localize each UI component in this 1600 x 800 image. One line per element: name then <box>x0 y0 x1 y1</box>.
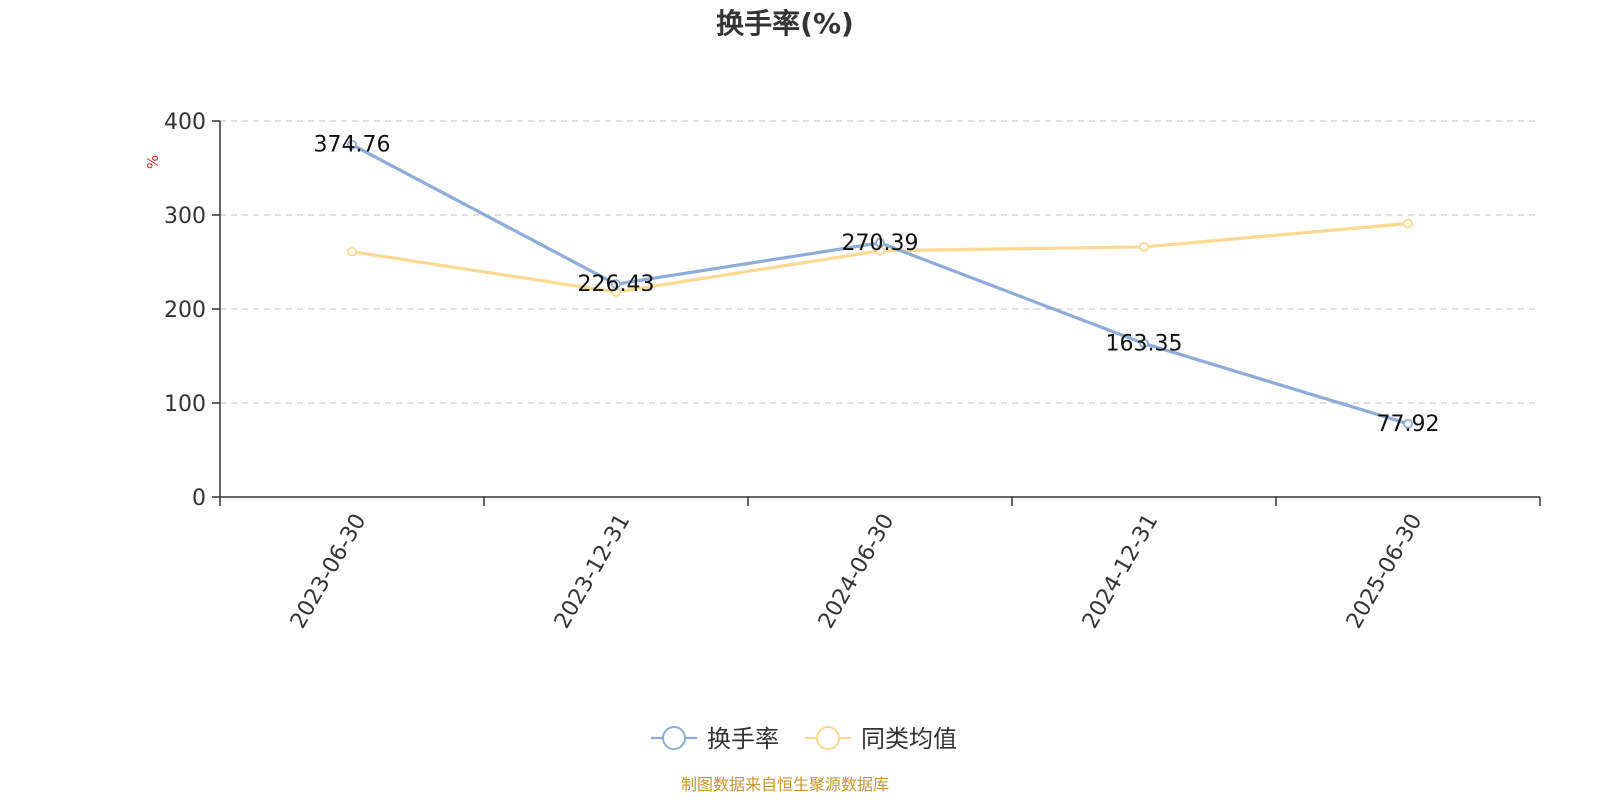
grid-lines <box>220 120 1540 404</box>
legend-item[interactable]: 同类均值 <box>805 725 957 753</box>
y-tick-label: 0 <box>192 486 206 511</box>
y-axis-unit-label: % <box>144 155 162 169</box>
series-point <box>1403 218 1413 229</box>
data-label: 226.43 <box>578 272 655 297</box>
x-tick-label: 2024-12-31 <box>1078 510 1164 633</box>
data-label: 374.76 <box>314 133 391 158</box>
data-label: 163.35 <box>1106 331 1183 356</box>
y-tick-label: 300 <box>164 204 206 229</box>
legend-label: 同类均值 <box>861 725 957 753</box>
legend-label: 换手率 <box>707 725 779 753</box>
y-tick-label: 400 <box>164 110 206 135</box>
x-tick-label: 2024-06-30 <box>814 510 900 633</box>
series-lines <box>347 139 1413 429</box>
series-point <box>1139 338 1149 349</box>
data-source-note: 制图数据来自恒生聚源数据库 <box>681 775 889 794</box>
series-point <box>347 246 357 257</box>
y-tick-label: 200 <box>164 298 206 323</box>
data-labels: 374.76 226.43 270.39 163.35 77.92 <box>314 133 1440 437</box>
series-line <box>351 143 1409 426</box>
series-point <box>1139 242 1149 252</box>
x-tick-label: 2025-06-30 <box>1342 510 1428 633</box>
series-point <box>1403 418 1413 429</box>
x-tick-label: 2023-12-31 <box>550 510 636 633</box>
data-label: 270.39 <box>842 231 919 256</box>
x-tick-label: 2023-06-30 <box>286 510 372 633</box>
legend-item[interactable]: 换手率 <box>651 725 779 753</box>
data-label: 77.92 <box>1377 412 1440 437</box>
chart-title: 换手率(%) <box>716 7 854 40</box>
legend-marker <box>662 726 686 750</box>
series-point <box>875 237 885 248</box>
legend-marker <box>816 726 840 750</box>
series-point <box>347 139 357 150</box>
legend[interactable]: 换手率 同类均值 <box>651 725 957 753</box>
y-tick-label: 100 <box>164 392 206 417</box>
series-point <box>611 279 621 290</box>
axes: 0 100 200 300 400 2023-06-30 2023-12-31 2024-06… <box>164 110 1541 633</box>
